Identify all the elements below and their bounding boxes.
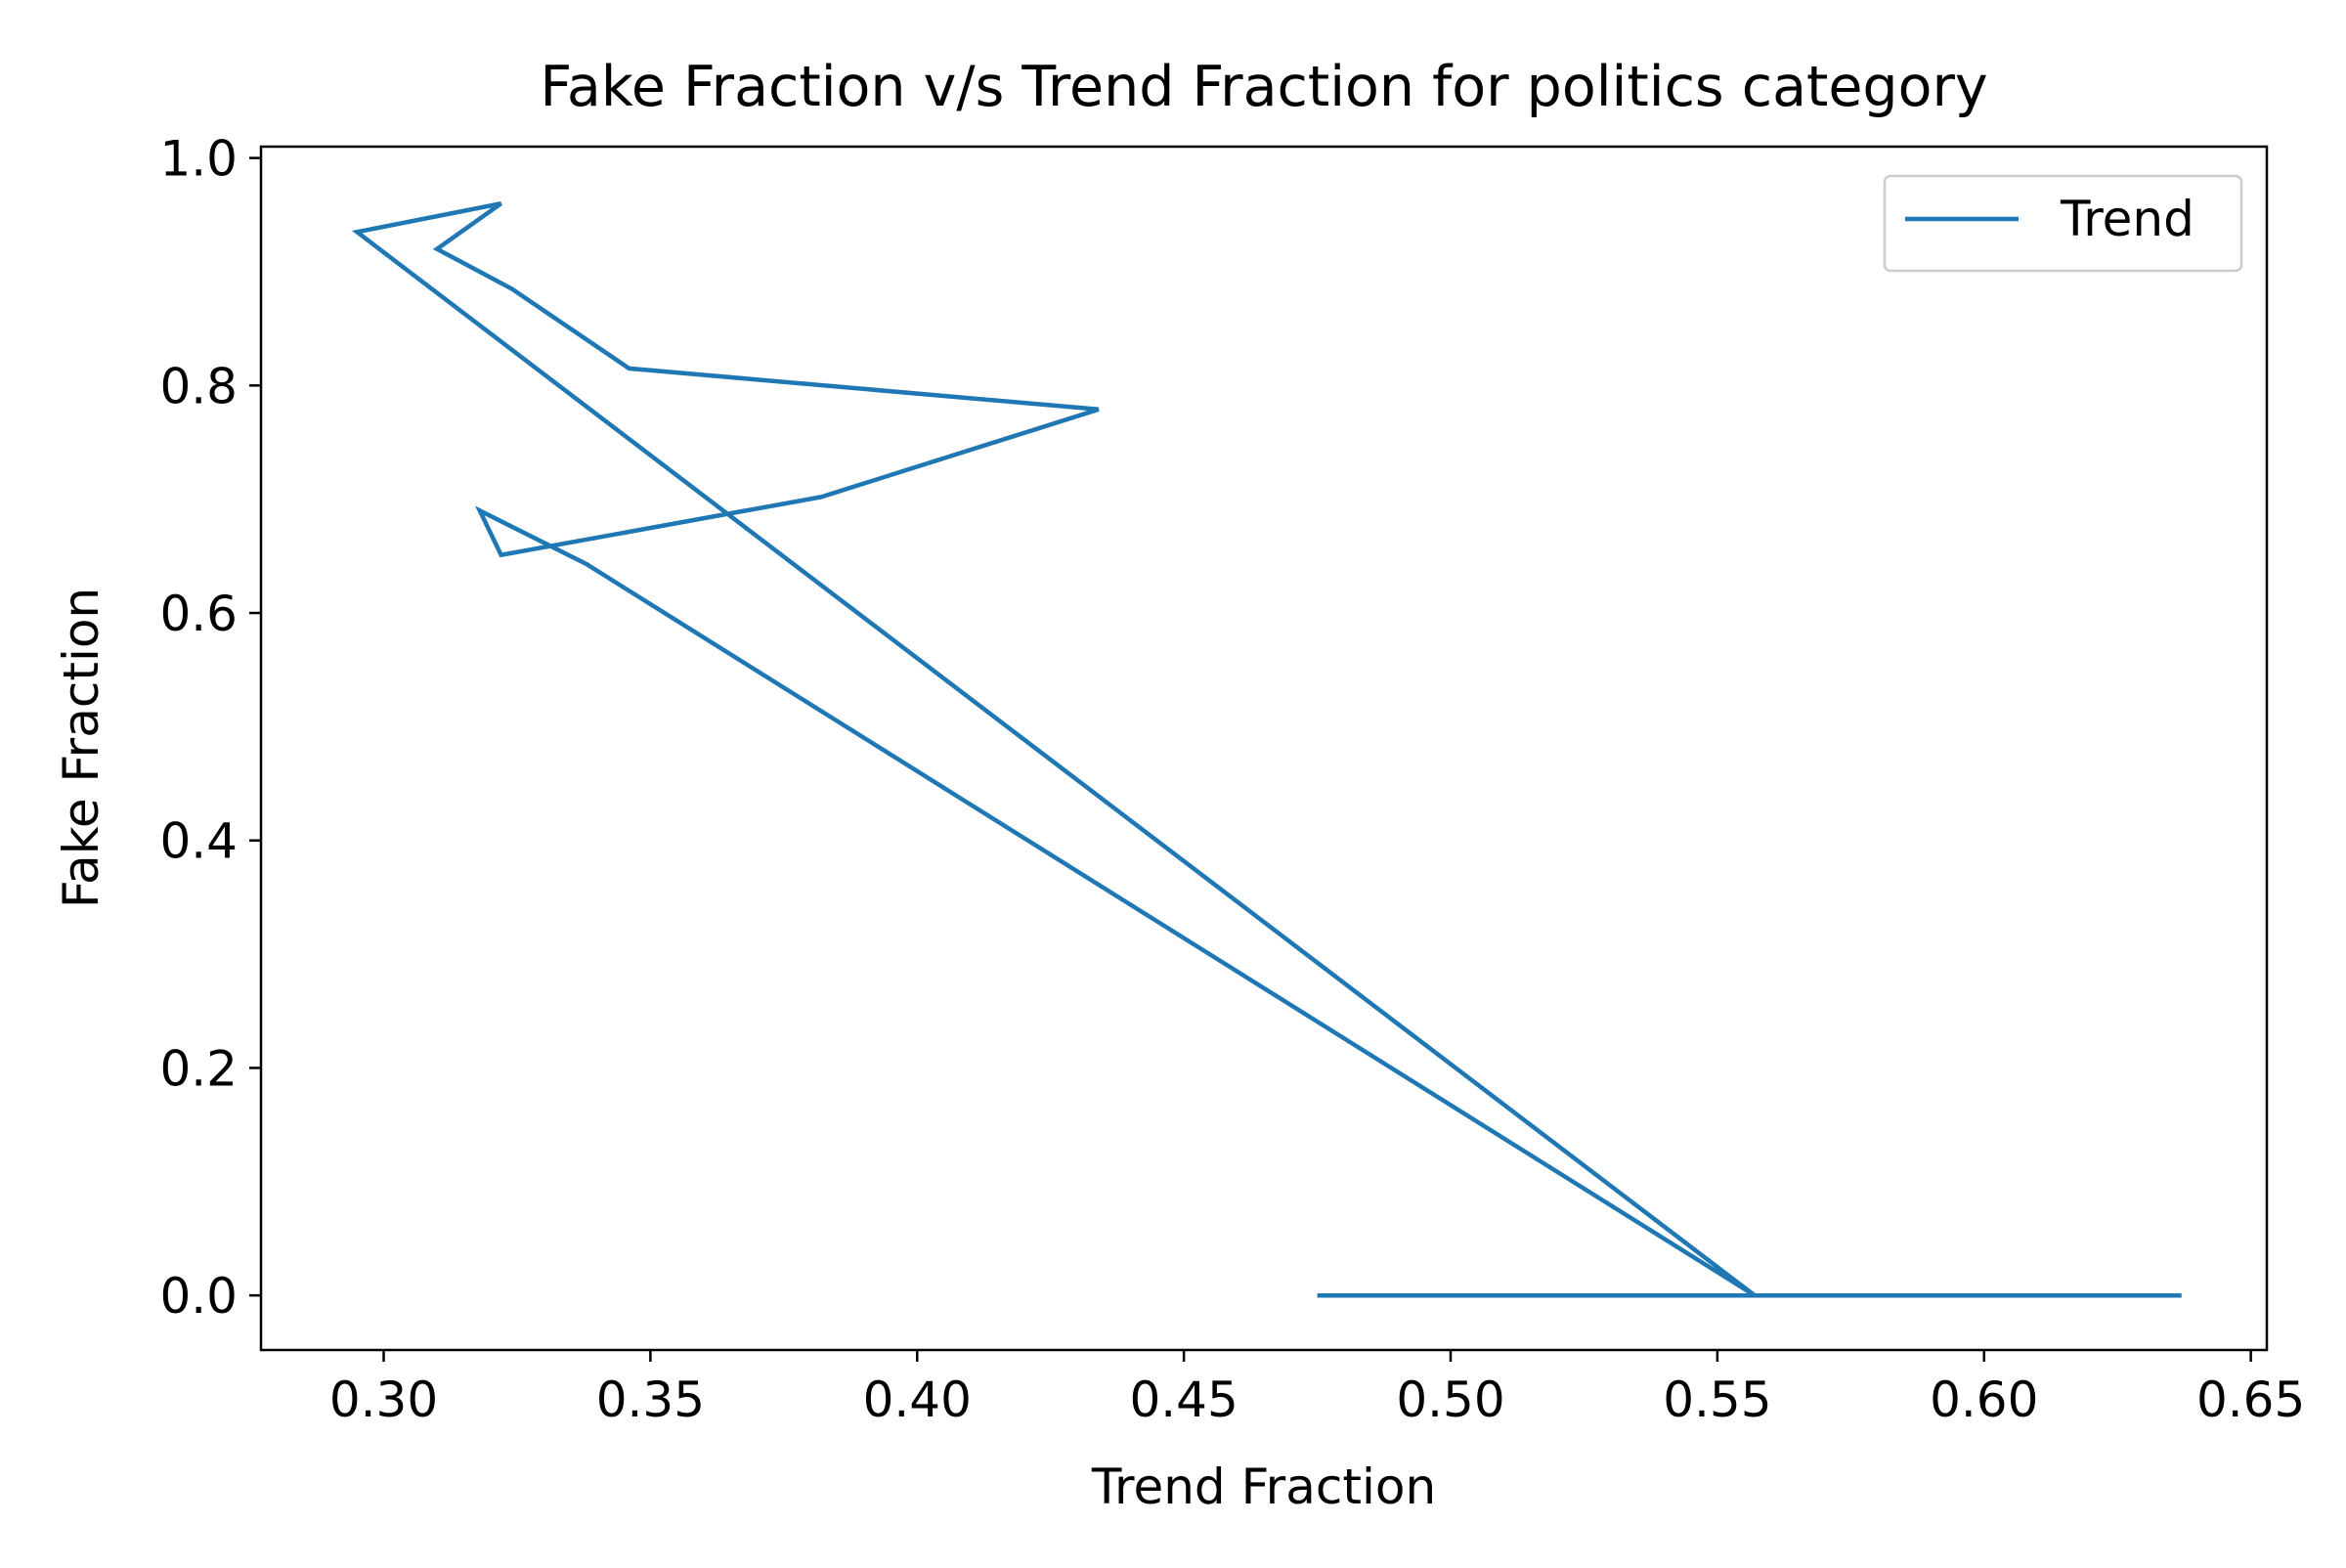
y-tick-label: 1.0 (159, 131, 238, 188)
y-axis-label: Fake Fraction (53, 588, 109, 908)
legend-label-trend: Trend (2060, 191, 2194, 247)
legend-box (1883, 174, 2243, 273)
y-axis-ticks: 0.0 0.2 0.4 0.6 0.8 1.0 (159, 131, 261, 1325)
x-tick-label: 0.30 (329, 1372, 438, 1428)
x-axis-ticks: 0.30 0.35 0.40 0.45 0.50 0.55 0.60 0.65 (329, 1350, 2305, 1428)
x-tick-label: 0.40 (863, 1372, 972, 1428)
y-tick-label: 0.2 (159, 1040, 238, 1097)
y-tick-label: 0.6 (159, 586, 238, 642)
x-tick-label: 0.65 (2196, 1372, 2305, 1428)
legend: Trend (1883, 174, 2243, 273)
x-axis-label: Trend Fraction (1091, 1459, 1436, 1515)
x-tick-label: 0.35 (596, 1372, 705, 1428)
x-tick-label: 0.60 (1930, 1372, 2038, 1428)
x-tick-label: 0.45 (1129, 1372, 1238, 1428)
x-tick-label: 0.50 (1396, 1372, 1504, 1428)
y-tick-label: 0.8 (159, 358, 238, 414)
x-tick-label: 0.55 (1663, 1372, 1771, 1428)
chart-title: Fake Fraction v/s Trend Fraction for pol… (540, 55, 1987, 119)
plot-area-frame (259, 145, 2269, 1352)
y-tick-label: 0.0 (159, 1268, 238, 1325)
y-tick-label: 0.4 (159, 813, 238, 870)
series-line-trend (351, 200, 2182, 1298)
